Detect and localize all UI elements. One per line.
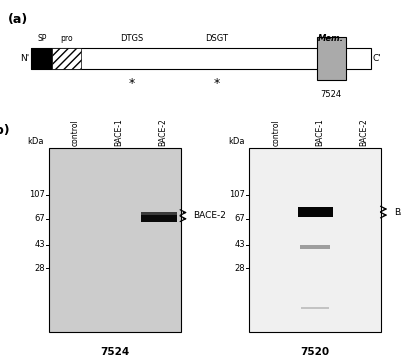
Text: 43: 43 <box>34 240 45 249</box>
Text: control: control <box>71 119 80 146</box>
Text: 28: 28 <box>34 264 45 273</box>
Text: SP: SP <box>37 34 47 43</box>
Text: kDa: kDa <box>28 137 44 146</box>
Text: 28: 28 <box>234 264 245 273</box>
Bar <box>300 307 328 309</box>
Text: 67: 67 <box>234 214 245 223</box>
Text: 107: 107 <box>229 190 245 199</box>
Text: BACE-1: BACE-1 <box>114 118 124 146</box>
Text: N': N' <box>20 54 29 63</box>
Text: 43: 43 <box>234 240 245 249</box>
Text: 7520: 7520 <box>300 347 329 357</box>
Bar <box>49 148 180 332</box>
Text: (b): (b) <box>0 124 10 137</box>
Bar <box>297 207 332 217</box>
Bar <box>140 212 176 216</box>
Bar <box>299 245 330 249</box>
Text: BACE-2: BACE-2 <box>158 118 167 146</box>
Text: (a): (a) <box>8 13 28 26</box>
Text: BACE-1: BACE-1 <box>393 208 401 217</box>
Bar <box>140 215 176 222</box>
Text: Mem.: Mem. <box>318 34 343 43</box>
Text: control: control <box>271 119 279 146</box>
Text: C': C' <box>372 54 381 63</box>
Bar <box>249 148 380 332</box>
Bar <box>31 49 370 69</box>
Text: 107: 107 <box>29 190 45 199</box>
Text: 7524: 7524 <box>320 90 341 99</box>
Text: 67: 67 <box>34 214 45 223</box>
Text: *: * <box>128 77 134 90</box>
Text: DSGT: DSGT <box>205 34 227 43</box>
Text: BACE-2: BACE-2 <box>358 118 367 146</box>
Text: pro: pro <box>61 34 73 43</box>
Bar <box>52 49 81 69</box>
Bar <box>31 49 52 69</box>
Text: *: * <box>213 77 219 90</box>
Text: BACE-2: BACE-2 <box>193 211 226 220</box>
Text: 7524: 7524 <box>100 347 129 357</box>
Bar <box>316 37 345 80</box>
Text: kDa: kDa <box>227 137 244 146</box>
Text: BACE-1: BACE-1 <box>314 118 323 146</box>
Text: DTGS: DTGS <box>119 34 143 43</box>
